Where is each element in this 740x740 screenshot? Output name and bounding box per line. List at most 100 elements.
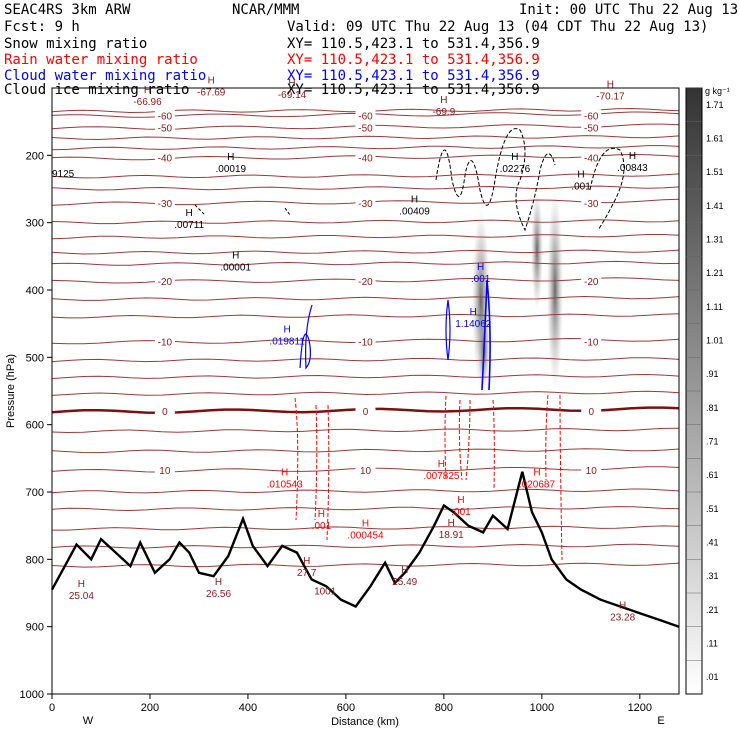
isotherm-label: -60 (158, 111, 173, 122)
max-marker: H (215, 577, 222, 588)
max-value-label: .001 (451, 507, 471, 518)
y-tick-label: 700 (26, 487, 44, 499)
max-value-label: -70.17 (596, 91, 625, 102)
isotherm-label-bg (581, 404, 602, 417)
isotherm-label-bg (355, 464, 376, 477)
max-value-label: .00711 (174, 220, 204, 231)
isotherm-label: -50 (584, 123, 599, 134)
colorbar-label: 1.31 (706, 235, 724, 245)
isotherm (51, 390, 680, 396)
max-marker: H (362, 518, 369, 529)
isotherm-label: -20 (158, 277, 173, 288)
field-ice-xy: XY= 110.5,423.1 to 531.4,356.9 (287, 82, 540, 98)
max-marker: H (533, 467, 540, 478)
max-value-label: .007825 (423, 471, 460, 482)
isotherm-label: -10 (584, 338, 599, 349)
isotherm (51, 427, 680, 434)
colorbar-label: .01 (706, 672, 719, 682)
colorbar-unit: g kg⁻¹ (705, 86, 730, 96)
isotherm-label: -50 (158, 123, 173, 134)
colorbar-label: .71 (706, 437, 719, 447)
y-tick-label: 500 (26, 352, 44, 364)
isotherm-label: -40 (584, 154, 599, 165)
colorbar-label: 1.61 (706, 134, 724, 144)
isotherm-label-bg (581, 274, 602, 287)
colorbar-label: 1.51 (706, 167, 724, 177)
isotherm-label-bg (581, 151, 602, 164)
east-label: E (657, 715, 664, 727)
extra-label: 1001 (314, 586, 337, 597)
fcst-label: Fcst: 9 h (4, 19, 80, 35)
isotherm-label-bg (154, 274, 175, 287)
max-marker: H (477, 262, 484, 273)
ice-contour-1 (435, 128, 556, 232)
max-marker: H (227, 152, 234, 163)
isotherm-label: 10 (360, 466, 372, 477)
x-axis-title: Distance (km) (331, 716, 399, 728)
ice-contour-2 (589, 148, 625, 231)
max-value-label: 23.28 (610, 613, 635, 624)
isotherm-label-bg (355, 274, 376, 287)
isotherm-label-bg (355, 404, 376, 417)
isotherm-label-bg (581, 335, 602, 348)
max-marker: H (440, 95, 447, 106)
max-value-label: 26.56 (206, 589, 231, 600)
max-value-label: -69.14 (278, 90, 307, 101)
max-marker: H (144, 85, 151, 96)
isotherm (51, 249, 680, 255)
colorbar-label: 1.71 (706, 100, 724, 110)
isotherm-label: -60 (358, 111, 373, 122)
max-value-label: -67.69 (197, 87, 226, 98)
isotherm (51, 219, 680, 225)
extra-label: 9125 (52, 169, 75, 180)
ice-contour-3 (194, 204, 291, 216)
isotherm (51, 234, 680, 240)
max-marker: H (401, 565, 408, 576)
rain-water-contours (294, 394, 563, 561)
isotherm-label: 0 (162, 407, 168, 418)
isotherm-label-bg (154, 196, 175, 209)
ice-contours (194, 128, 625, 232)
isotherm-label: -10 (358, 338, 373, 349)
isotherm (51, 185, 680, 191)
model-title: SEAC4RS 3km ARW (4, 2, 131, 18)
isotherm (51, 135, 680, 141)
shade-column-2 (531, 190, 543, 310)
isotherm-label: -10 (158, 338, 173, 349)
max-value-label: .001 (471, 274, 491, 285)
isotherm-label-bg (154, 335, 175, 348)
isotherm-label: -50 (358, 123, 373, 134)
field-snow-xy: XY= 110.5,423.1 to 531.4,356.9 (287, 36, 540, 52)
max-value-label: .010543 (267, 479, 304, 490)
rain-contour-3 (545, 394, 563, 561)
isotherm (51, 448, 680, 454)
isotherm-label-bg (355, 335, 376, 348)
isotherm-label: -40 (358, 154, 373, 165)
colorbar-label: .81 (706, 403, 719, 413)
isotherm-label-bg (154, 404, 175, 417)
cloud-contour-3 (481, 279, 491, 391)
isotherm-label-bg (355, 196, 376, 209)
isotherm-label: -20 (358, 277, 373, 288)
max-marker: H (511, 152, 518, 163)
max-marker: H (607, 79, 614, 90)
max-value-label: .00001 (220, 262, 251, 273)
max-marker: H (78, 579, 85, 590)
max-value-label: .00409 (399, 207, 430, 218)
colorbar-label: .11 (706, 639, 718, 649)
isotherm-label-bg (154, 151, 175, 164)
x-tick-label: 0 (49, 702, 55, 714)
isotherm-label-bg (581, 464, 602, 477)
isotherm-label-bg (154, 121, 175, 134)
max-marker: H (629, 151, 636, 162)
field-rain-xy: XY= 110.5,423.1 to 531.4,356.9 (287, 52, 540, 68)
field-rain: Rain water mixing ratio (4, 52, 198, 68)
max-marker: H (281, 467, 288, 478)
max-marker: H (470, 307, 477, 318)
y-axis-title: Pressure (hPa) (5, 354, 17, 428)
max-value-label: .02276 (500, 164, 531, 175)
terrain-line (50, 471, 680, 628)
y-tick-label: 900 (26, 622, 44, 634)
isotherm-label: 0 (363, 407, 369, 418)
